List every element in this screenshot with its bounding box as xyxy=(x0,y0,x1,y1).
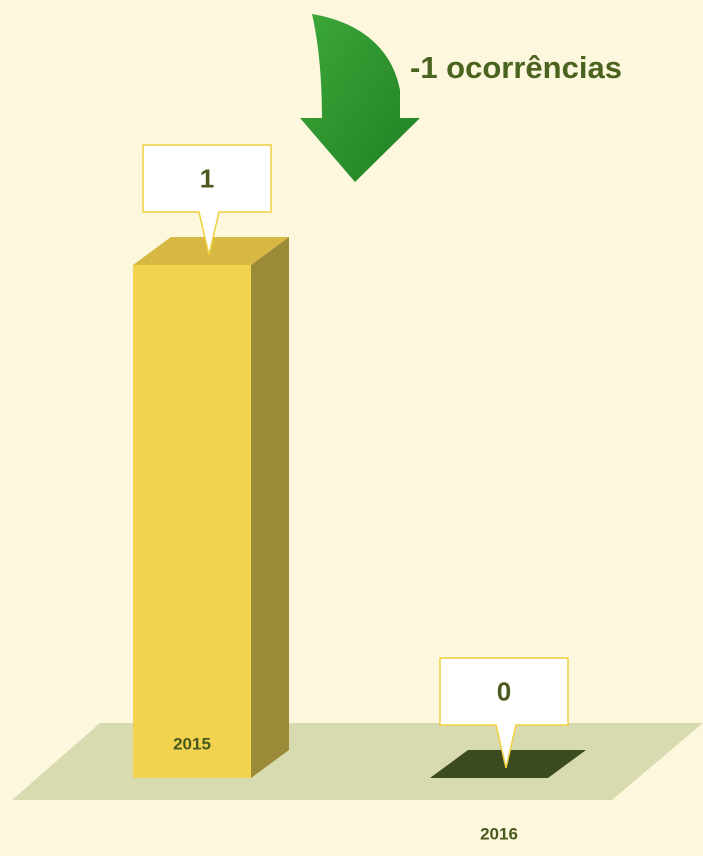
annotation: -1 ocorrências xyxy=(410,50,622,85)
bar-top xyxy=(430,750,586,778)
floor xyxy=(12,723,703,800)
callout xyxy=(142,144,272,256)
decrease-arrow xyxy=(300,14,420,182)
data-label: 1 xyxy=(200,163,214,193)
bar-side xyxy=(251,237,289,778)
bar-front xyxy=(133,265,251,778)
callout xyxy=(439,657,569,769)
x-tick-label: 2015 xyxy=(173,734,211,753)
x-tick-label: 2016 xyxy=(480,824,518,843)
data-label: 0 xyxy=(497,676,511,706)
bar-top xyxy=(133,237,289,265)
